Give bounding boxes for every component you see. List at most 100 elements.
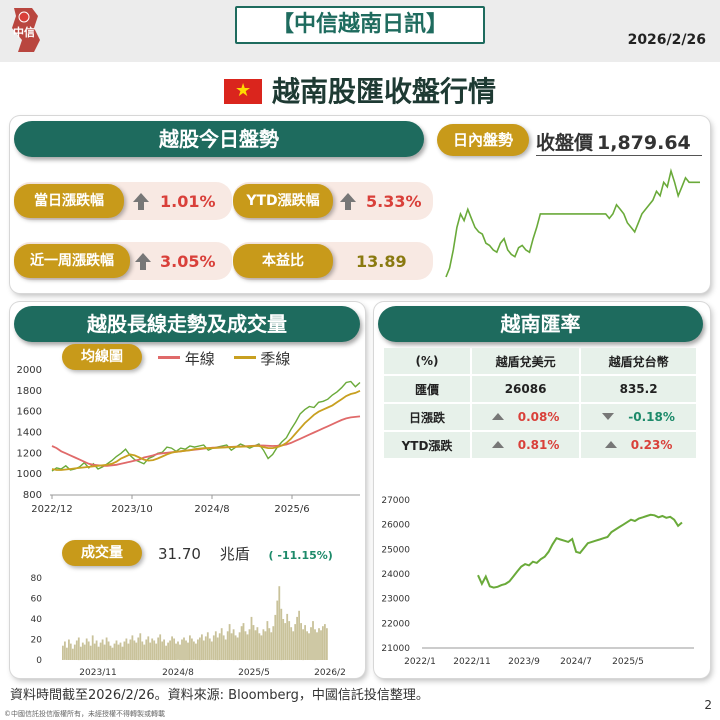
- volume-bar: [310, 627, 312, 660]
- volume-bar: [111, 647, 114, 660]
- down-arrow-icon: [602, 413, 615, 420]
- volume-bar: [226, 631, 229, 660]
- volume-bar: [101, 639, 104, 660]
- volume-bar: [264, 631, 267, 660]
- fx-usd-ytd: 0.81%: [517, 438, 560, 452]
- fx-twd-rate: 835.2: [581, 376, 696, 402]
- page-title-text: 越南股匯收盤行情: [271, 75, 496, 108]
- fx-twd-daily: -0.18%: [628, 410, 675, 424]
- volume-bar: [161, 641, 164, 660]
- fx-usd-line: [477, 513, 683, 589]
- volume-bar: [191, 638, 193, 660]
- x-tick-label: 2023/9: [508, 657, 540, 667]
- y-tick-label: 27000: [381, 496, 410, 506]
- y-tick-label: 1400: [17, 428, 42, 439]
- y-tick-label: 26000: [381, 521, 410, 531]
- brand-title: 【中信越南日訊】: [235, 6, 485, 44]
- stat-pe-label: 本益比: [233, 244, 333, 278]
- volume-bar: [218, 633, 221, 660]
- volume-bar: [127, 643, 130, 660]
- volume-bar: [282, 619, 285, 660]
- volume-bar: [326, 628, 328, 660]
- volume-bar: [95, 640, 98, 660]
- volume-bar: [262, 629, 265, 661]
- intraday-chart: [445, 167, 700, 278]
- volume-bar: [260, 635, 263, 660]
- volume-bar: [149, 642, 152, 660]
- volume-bar: [236, 637, 239, 661]
- volume-bar: [238, 632, 241, 660]
- volume-bar: [155, 643, 158, 660]
- volume-bar: [187, 642, 189, 660]
- fx-col-usd: 越盾兌美元: [472, 348, 580, 374]
- volume-bar: [256, 627, 259, 660]
- volume-label: 成交量: [62, 540, 142, 566]
- volume-bar: [272, 626, 275, 660]
- fx-heading: 越南匯率: [378, 306, 703, 342]
- volume-bar: [230, 633, 233, 660]
- fx-row-rate: 匯價 26086 835.2: [384, 376, 696, 402]
- volume-bar: [296, 616, 298, 660]
- volume-bar: [93, 643, 96, 660]
- volume-bar: [276, 600, 279, 660]
- volume-bar: [206, 632, 209, 660]
- volume-bar: [89, 645, 92, 660]
- volume-bar: [117, 644, 120, 660]
- year-ma-line: [51, 415, 361, 467]
- volume-bar: [274, 614, 277, 660]
- volume-bar: [133, 640, 136, 660]
- fx-chart: 27000 26000 25000 24000 23000 22000 21000 2022/…: [381, 496, 694, 667]
- x-tick-label: 2024/7: [560, 657, 592, 667]
- x-tick-label: 2023/10: [111, 504, 153, 515]
- y-tick-label: 1200: [17, 448, 42, 459]
- volume-bar: [181, 639, 183, 660]
- stat-ytd-value: 5.33%: [366, 192, 422, 211]
- x-tick-label: 2025/5: [238, 668, 270, 678]
- volume-bar: [97, 646, 100, 660]
- close-label: 收盤價: [536, 132, 594, 154]
- volume-bar: [79, 646, 82, 660]
- volume-bar: [212, 635, 215, 660]
- volume-bar: [175, 643, 177, 660]
- volume-bar: [197, 639, 199, 660]
- volume-bar: [224, 639, 227, 660]
- stat-weekly-value: 3.05%: [160, 252, 216, 271]
- fx-col-twd: 越盾兌台幣: [581, 348, 696, 374]
- volume-bar: [318, 628, 320, 660]
- volume-bar: [137, 637, 140, 661]
- stat-ytd-label: YTD漲跌幅: [233, 184, 333, 218]
- volume-bar: [171, 636, 173, 660]
- index-line: [51, 380, 361, 472]
- volume-bar: [157, 637, 160, 661]
- volume-bar: [151, 638, 154, 660]
- volume-bar: [250, 616, 253, 660]
- volume-bar: [183, 637, 185, 661]
- page-number: 2: [704, 698, 712, 712]
- legend-quarter-label: 季線: [260, 350, 291, 368]
- volume-bar: [214, 631, 217, 660]
- volume-bar: [135, 642, 138, 660]
- y-tick-label: 24000: [381, 570, 410, 580]
- volume-bar: [107, 641, 110, 660]
- up-arrow-icon: [491, 441, 504, 448]
- vietnam-flag-icon: ★: [223, 79, 262, 104]
- volume-bar: [316, 632, 318, 660]
- up-arrow-icon: [491, 413, 504, 420]
- x-tick-label: 2022/12: [31, 504, 73, 515]
- volume-bar: [290, 627, 293, 660]
- volume-bar: [165, 645, 167, 660]
- fx-usd-rate: 26086: [472, 376, 580, 402]
- volume-bar: [91, 635, 94, 660]
- volume-bar: [153, 640, 156, 660]
- volume-bar: [258, 633, 261, 660]
- volume-bar: [222, 635, 225, 660]
- volume-bar: [220, 628, 223, 660]
- volume-bar: [75, 640, 78, 660]
- report-date: 2026/2/26: [627, 32, 706, 48]
- stat-daily-value: 1.01%: [160, 192, 216, 211]
- y-tick-label: 23000: [381, 595, 410, 605]
- fx-usd-daily: 0.08%: [517, 410, 560, 424]
- volume-readout: 31.70 兆盾 ( -11.15%): [158, 543, 333, 564]
- volume-bar: [66, 647, 68, 660]
- volume-bar: [204, 636, 207, 660]
